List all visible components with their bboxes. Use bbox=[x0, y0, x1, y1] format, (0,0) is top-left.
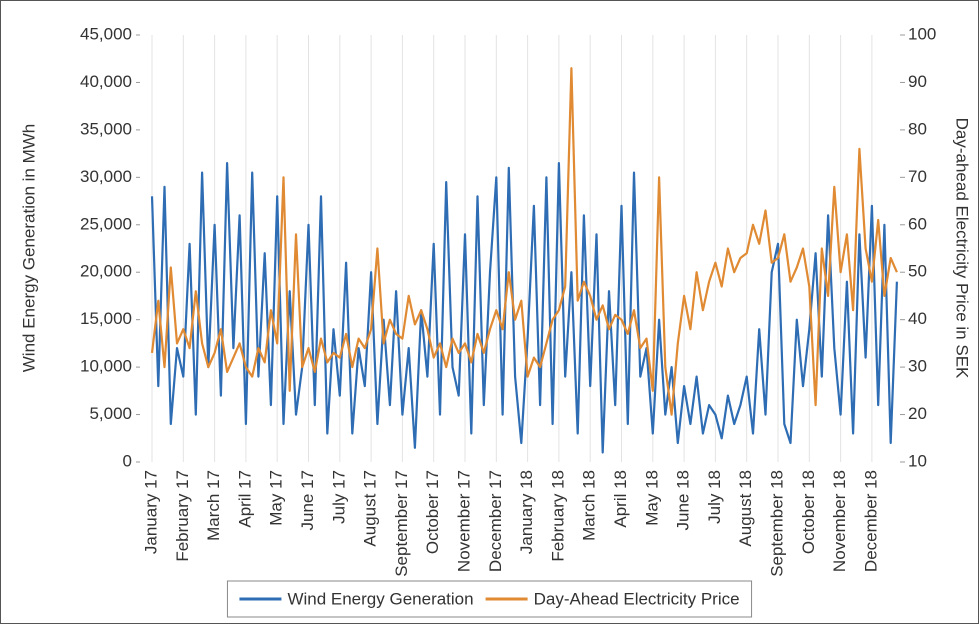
y-tick-label: 40,000 bbox=[80, 72, 132, 91]
y2-tick-label: 50 bbox=[908, 262, 927, 281]
y-tick-label: 15,000 bbox=[80, 309, 132, 328]
y2-tick-label: 100 bbox=[908, 24, 936, 43]
y-tick-label: 0 bbox=[123, 451, 132, 470]
x-tick-label: April 18 bbox=[611, 470, 630, 528]
y2-axis-title: Day-ahead Electricity Price in SEK bbox=[953, 118, 972, 379]
legend: Wind Energy Generation Day-Ahead Electric… bbox=[226, 580, 753, 618]
x-tick-label: July 18 bbox=[705, 470, 724, 524]
x-tick-label: November 18 bbox=[830, 470, 849, 572]
legend-label: Wind Energy Generation bbox=[287, 589, 473, 608]
y-tick-label: 30,000 bbox=[80, 167, 132, 186]
x-tick-label: March 18 bbox=[580, 470, 599, 541]
x-tick-label: May 17 bbox=[267, 470, 286, 526]
y-tick-label: 20,000 bbox=[80, 262, 132, 281]
x-tick-label: January 17 bbox=[141, 470, 160, 554]
x-tick-label: October 17 bbox=[423, 470, 442, 554]
x-tick-label: April 17 bbox=[235, 470, 254, 528]
x-tick-label: September 17 bbox=[392, 470, 411, 577]
x-tick-label: January 18 bbox=[517, 470, 536, 554]
y-tick-label: 5,000 bbox=[89, 404, 132, 423]
x-tick-label: May 18 bbox=[642, 470, 661, 526]
x-tick-label: June 17 bbox=[298, 470, 317, 531]
x-tick-label: November 17 bbox=[454, 470, 473, 572]
y-tick-label: 35,000 bbox=[80, 119, 132, 138]
y2-tick-label: 20 bbox=[908, 404, 927, 423]
series-line bbox=[150, 162, 898, 454]
y-tick-label: 10,000 bbox=[80, 357, 132, 376]
series-line bbox=[150, 67, 898, 416]
y2-tick-label: 40 bbox=[908, 309, 927, 328]
x-tick-label: September 18 bbox=[767, 470, 786, 577]
x-tick-label: March 17 bbox=[204, 470, 223, 541]
x-tick-label: October 18 bbox=[799, 470, 818, 554]
y-axis-title: Wind Energy Generation in MWh bbox=[19, 124, 38, 373]
x-tick-label: February 18 bbox=[548, 470, 567, 562]
x-tick-label: December 17 bbox=[486, 470, 505, 572]
y-tick-label: 45,000 bbox=[80, 24, 132, 43]
x-tick-label: July 17 bbox=[329, 470, 348, 524]
x-tick-label: August 18 bbox=[736, 470, 755, 547]
y2-tick-label: 70 bbox=[908, 167, 927, 186]
y2-tick-label: 60 bbox=[908, 214, 927, 233]
legend-label: Day-Ahead Electricity Price bbox=[534, 589, 740, 608]
x-tick-label: August 17 bbox=[361, 470, 380, 547]
y2-tick-label: 90 bbox=[908, 72, 927, 91]
x-tick-label: December 18 bbox=[861, 470, 880, 572]
y-tick-label: 25,000 bbox=[80, 214, 132, 233]
x-tick-label: February 17 bbox=[173, 470, 192, 562]
y2-tick-label: 80 bbox=[908, 119, 927, 138]
y2-tick-label: 10 bbox=[908, 451, 927, 470]
y2-tick-label: 30 bbox=[908, 357, 927, 376]
x-tick-label: June 18 bbox=[674, 470, 693, 531]
